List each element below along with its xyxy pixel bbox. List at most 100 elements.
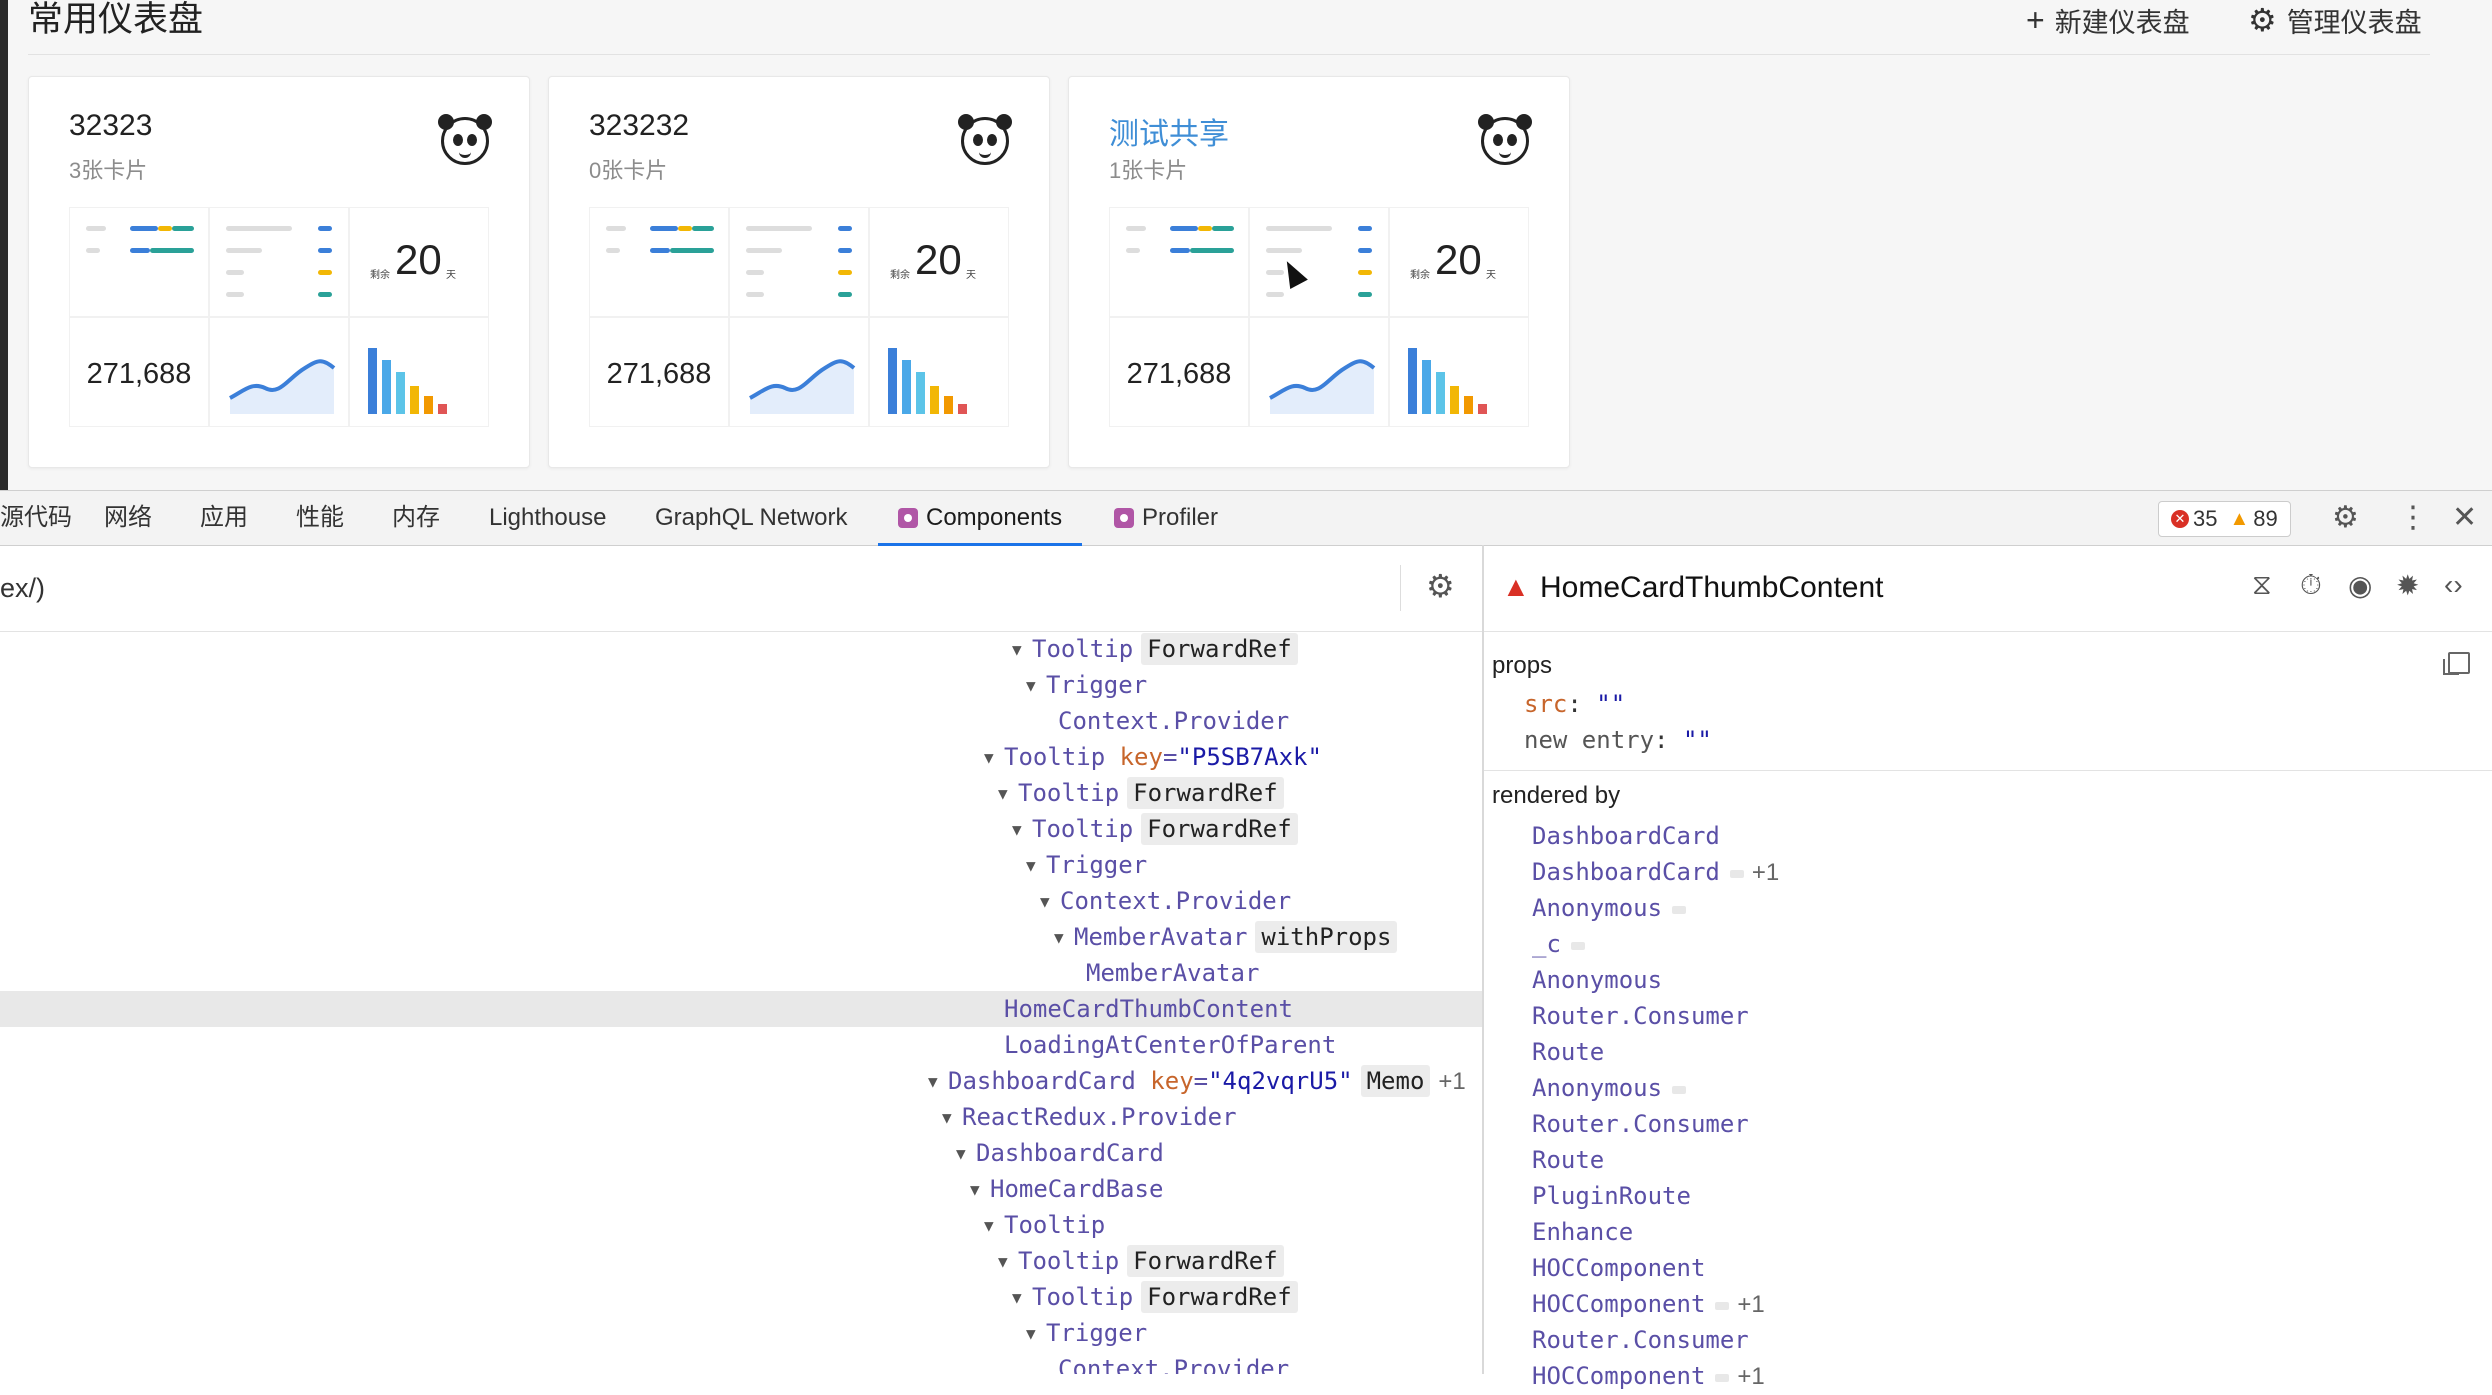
owner-name[interactable]: Anonymous [1532,1074,1663,1102]
suspend-toggle-icon[interactable]: ⧖ [2252,569,2272,600]
rendered-by-item[interactable]: DashboardCard [1532,818,1720,854]
tree-row[interactable]: Context.Provider [1058,703,1289,739]
rendered-by-item[interactable]: HOCComponent [1532,1250,1705,1286]
rendered-by-item[interactable]: PluginRoute [1532,1178,1691,1214]
tree-row[interactable]: ▼ Tooltip ForwardRef [1012,1279,1298,1315]
dashboard-card[interactable]: 323232 0张卡片 [548,76,1050,468]
issues-counter[interactable]: ✕ 35 ▲ 89 [2158,501,2291,537]
expand-arrow-icon[interactable]: ▼ [956,1144,966,1163]
prop-value[interactable]: "" [1682,726,1712,754]
component-name[interactable]: HomeCardThumbContent [1004,995,1293,1023]
expand-arrow-icon[interactable]: ▼ [1054,928,1064,947]
component-name[interactable]: DashboardCard [948,1067,1136,1095]
rendered-by-item[interactable]: Anonymous [1532,890,1687,926]
close-devtools-icon[interactable]: ✕ [2452,501,2478,534]
component-name[interactable]: ReactRedux.Provider [962,1103,1237,1131]
card-title[interactable]: 32323 [69,109,153,142]
tree-row[interactable]: ▼ Trigger [1026,847,1147,883]
tab-profiler[interactable]: Profiler [1114,491,1218,545]
rendered-by-item[interactable]: DashboardCard +1 [1532,854,1779,890]
component-name[interactable]: Tooltip [1032,1283,1134,1311]
expand-arrow-icon[interactable]: ▼ [1026,676,1036,695]
component-name[interactable]: Context.Provider [1058,1355,1290,1374]
tree-settings-gear-icon[interactable]: ⚙ [1426,568,1455,604]
card-title[interactable]: 323232 [589,109,690,142]
tree-row[interactable]: Context.Provider [1058,1351,1289,1374]
tree-row[interactable]: ▼ DashboardCard key="4q2vqrU5" Memo +1 [928,1063,1466,1099]
copy-props-icon[interactable] [2443,652,2470,675]
view-source-icon[interactable]: ‹› [2444,569,2463,600]
component-name[interactable]: Context.Provider [1060,887,1292,915]
component-name[interactable]: LoadingAtCenterOfParent [1004,1031,1337,1059]
component-name[interactable]: MemberAvatar [1086,959,1260,987]
tree-row[interactable]: ▼ MemberAvatar withProps [1054,919,1398,955]
rendered-by-item[interactable]: Route [1532,1034,1604,1070]
tree-row[interactable]: MemberAvatar [1086,955,1259,991]
owner-name[interactable]: Router.Consumer [1532,1110,1749,1138]
component-name[interactable]: Context.Provider [1058,707,1290,735]
dashboard-card[interactable]: 32323 3张卡片 [28,76,530,468]
owner-name[interactable]: HOCComponent [1532,1290,1706,1318]
component-name[interactable]: Tooltip [1018,1247,1120,1275]
tree-row[interactable]: ▼ Tooltip ForwardRef [1012,631,1298,667]
rendered-by-item[interactable]: Enhance [1532,1214,1633,1250]
dashboard-card[interactable]: 测试共享 1张卡片 [1068,76,1570,468]
component-name[interactable]: Trigger [1046,671,1148,699]
panel-divider[interactable] [1482,545,1484,1374]
owner-name[interactable]: Anonymous [1532,894,1663,922]
tree-row[interactable]: ▼ Tooltip [984,1207,1105,1243]
rendered-by-item[interactable]: HOCComponent +1 [1532,1358,1765,1394]
owner-name[interactable]: DashboardCard [1532,822,1720,850]
owner-name[interactable]: Route [1532,1146,1605,1174]
prop-key[interactable]: new entry [1524,726,1655,754]
owner-name[interactable]: Router.Consumer [1532,1002,1749,1030]
tab-sources[interactable]: 源代码 [0,504,72,531]
bug-icon[interactable]: ✹ [2396,570,2420,601]
settings-gear-icon[interactable]: ⚙ [2332,501,2359,534]
expand-arrow-icon[interactable]: ▼ [984,748,994,767]
expand-arrow-icon[interactable]: ▼ [1012,820,1022,839]
rendered-by-item[interactable]: Anonymous [1532,962,1662,998]
expand-arrow-icon[interactable]: ▼ [970,1180,980,1199]
expand-arrow-icon[interactable]: ▼ [1026,856,1036,875]
rendered-by-item[interactable]: Router.Consumer [1532,1322,1749,1358]
expand-arrow-icon[interactable]: ▼ [1026,1324,1036,1343]
component-name[interactable]: Tooltip [1004,743,1106,771]
tab-memory[interactable]: 内存 [392,504,440,531]
prop-row-src[interactable]: src: "" [1524,690,1626,718]
tab-performance[interactable]: 性能 [296,504,344,531]
rendered-by-item[interactable]: _c [1532,926,1585,962]
tab-application[interactable]: 应用 [200,504,248,531]
tree-row[interactable]: ▼ Tooltip key="P5SB7Axk" [984,739,1322,775]
expand-arrow-icon[interactable]: ▼ [928,1072,938,1091]
tab-components[interactable]: Components [877,491,1083,546]
tree-row[interactable]: ▼ Trigger [1026,1315,1147,1351]
expand-arrow-icon[interactable]: ▼ [998,784,1008,803]
owner-name[interactable]: HOCComponent [1532,1254,1706,1282]
component-name[interactable]: Tooltip [1032,815,1134,843]
eye-icon[interactable]: ◉ [2348,570,2373,601]
expand-arrow-icon[interactable]: ▼ [1040,892,1050,911]
rendered-by-item[interactable]: Anonymous [1532,1070,1687,1106]
owner-name[interactable]: PluginRoute [1532,1182,1691,1210]
rendered-by-item[interactable]: Router.Consumer [1532,998,1749,1034]
owner-name[interactable]: Router.Consumer [1532,1326,1749,1354]
new-dashboard-button[interactable]: + 新建仪表盘 [2026,0,2190,40]
expand-arrow-icon[interactable]: ▼ [1012,640,1022,659]
component-name[interactable]: DashboardCard [976,1139,1164,1167]
tree-row[interactable]: HomeCardThumbContent [1004,991,1293,1027]
tree-row[interactable]: ▼ ReactRedux.Provider [942,1099,1237,1135]
expand-arrow-icon[interactable]: ▼ [1012,1288,1022,1307]
expand-arrow-icon[interactable]: ▼ [998,1252,1008,1271]
rendered-by-item[interactable]: Router.Consumer [1532,1106,1749,1142]
rendered-by-item[interactable]: HOCComponent +1 [1532,1286,1765,1322]
card-title[interactable]: 测试共享 [1109,118,1229,151]
stopwatch-icon[interactable]: ⏱ [2300,569,2322,600]
tab-lighthouse[interactable]: Lighthouse [489,504,607,531]
prop-row-new-entry[interactable]: new entry: "" [1524,726,1712,754]
expand-arrow-icon[interactable]: ▼ [942,1108,952,1127]
rendered-by-item[interactable]: Route [1532,1142,1604,1178]
owner-name[interactable]: Anonymous [1532,966,1663,994]
manage-dashboard-button[interactable]: ⚙ 管理仪表盘 [2248,0,2422,40]
owner-name[interactable]: Enhance [1532,1218,1634,1246]
